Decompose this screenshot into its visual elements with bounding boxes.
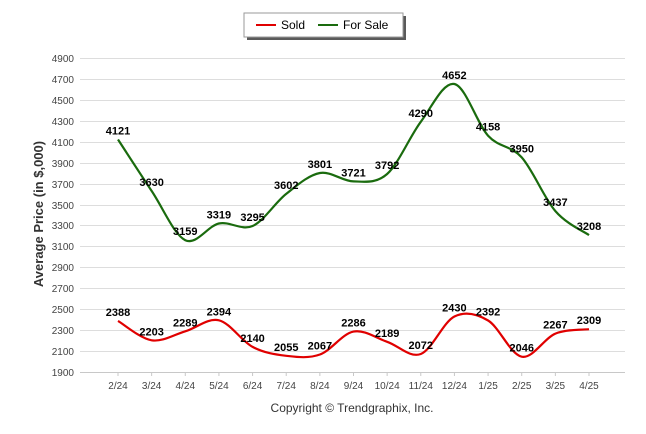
data-label-for-sale-11/24: 4290 <box>409 108 433 120</box>
data-label-sold-12/24: 2430 <box>442 303 466 315</box>
data-label-for-sale-4/25: 3208 <box>577 221 601 233</box>
y-tick-label-4500: 4500 <box>52 96 75 107</box>
copyright-text: Copyright © Trendgraphix, Inc. <box>271 401 434 415</box>
y-tick-label-4300: 4300 <box>52 117 75 128</box>
x-tick-label-12/24: 12/24 <box>442 381 467 392</box>
x-tick-label-10/24: 10/24 <box>375 381 400 392</box>
data-label-for-sale-3/25: 3437 <box>543 197 567 209</box>
y-tick-label-2300: 2300 <box>52 326 75 337</box>
x-tick-label-2/25: 2/25 <box>512 381 532 392</box>
data-label-sold-7/24: 2055 <box>274 342 298 354</box>
x-tick-label-8/24: 8/24 <box>310 381 330 392</box>
data-label-for-sale-7/24: 3602 <box>274 180 298 192</box>
x-tick-label-5/24: 5/24 <box>209 381 229 392</box>
data-label-sold-3/25: 2267 <box>543 320 567 332</box>
data-label-for-sale-9/24: 3721 <box>341 167 365 179</box>
y-axis-title: Average Price (in $,000) <box>31 141 46 287</box>
x-tick-label-4/24: 4/24 <box>176 381 196 392</box>
data-label-for-sale-10/24: 3792 <box>375 160 399 172</box>
data-label-for-sale-5/24: 3319 <box>207 209 231 221</box>
x-tick-label-4/25: 4/25 <box>579 381 599 392</box>
y-axis-ticks: 1900 2100 2300 2500 2700 2900 3100 3300 3500 3700… <box>52 54 75 379</box>
x-tick-label-9/24: 9/24 <box>344 381 364 392</box>
data-label-sold-11/24: 2072 <box>409 340 433 352</box>
y-tick-label-4100: 4100 <box>52 138 75 149</box>
data-label-sold-4/24: 2289 <box>173 317 197 329</box>
x-axis-ticks: 2/24 3/24 4/24 5/24 6/24 7/24 8/24 9/24 10/24 11/… <box>108 372 599 392</box>
y-tick-label-3300: 3300 <box>52 221 75 232</box>
data-label-sold-3/24: 2203 <box>139 326 163 338</box>
y-tick-label-4900: 4900 <box>52 54 75 65</box>
legend-label-sold: Sold <box>281 18 305 32</box>
y-tick-label-3900: 3900 <box>52 159 75 170</box>
data-label-sold-1/25: 2392 <box>476 307 500 319</box>
data-label-sold-10/24: 2189 <box>375 328 399 340</box>
x-tick-label-3/24: 3/24 <box>142 381 162 392</box>
grid <box>80 58 625 373</box>
data-label-sold-8/24: 2067 <box>308 341 332 353</box>
data-label-for-sale-4/24: 3159 <box>173 226 197 238</box>
y-tick-label-3500: 3500 <box>52 201 75 212</box>
y-tick-label-2900: 2900 <box>52 263 75 274</box>
data-label-sold-5/24: 2394 <box>207 306 232 318</box>
data-label-sold-4/25: 2309 <box>577 315 601 327</box>
x-tick-label-11/24: 11/24 <box>409 381 434 392</box>
x-tick-label-3/25: 3/25 <box>546 381 566 392</box>
data-label-for-sale-6/24: 3295 <box>240 212 264 224</box>
data-labels: 2388 2203 2289 2394 2140 2055 2067 2286 2189 2072… <box>106 70 601 355</box>
data-label-sold-6/24: 2140 <box>240 333 264 345</box>
y-tick-label-1900: 1900 <box>52 368 75 379</box>
x-tick-label-1/25: 1/25 <box>478 381 498 392</box>
x-tick-label-7/24: 7/24 <box>276 381 296 392</box>
y-tick-label-2500: 2500 <box>52 305 75 316</box>
data-label-for-sale-2/24: 4121 <box>106 126 130 138</box>
y-tick-label-4700: 4700 <box>52 75 75 86</box>
y-tick-label-3100: 3100 <box>52 242 75 253</box>
data-label-for-sale-12/24: 4652 <box>442 70 466 82</box>
series-group <box>117 82 590 359</box>
series-line-for-sale <box>117 82 590 243</box>
data-label-sold-2/24: 2388 <box>106 307 130 319</box>
legend: Sold For Sale <box>243 12 406 40</box>
y-tick-label-2700: 2700 <box>52 284 75 295</box>
y-tick-label-2100: 2100 <box>52 347 75 358</box>
x-tick-label-2/24: 2/24 <box>108 381 128 392</box>
y-tick-label-3700: 3700 <box>52 180 75 191</box>
data-label-for-sale-2/25: 3950 <box>509 143 533 155</box>
series-line-sold <box>117 312 590 359</box>
data-label-for-sale-1/25: 4158 <box>476 122 500 134</box>
data-label-for-sale-8/24: 3801 <box>308 159 332 171</box>
data-label-sold-9/24: 2286 <box>341 318 365 330</box>
data-label-sold-2/25: 2046 <box>509 343 533 355</box>
legend-label-for-sale: For Sale <box>343 18 389 32</box>
data-label-for-sale-3/24: 3630 <box>139 177 163 189</box>
x-tick-label-6/24: 6/24 <box>243 381 263 392</box>
